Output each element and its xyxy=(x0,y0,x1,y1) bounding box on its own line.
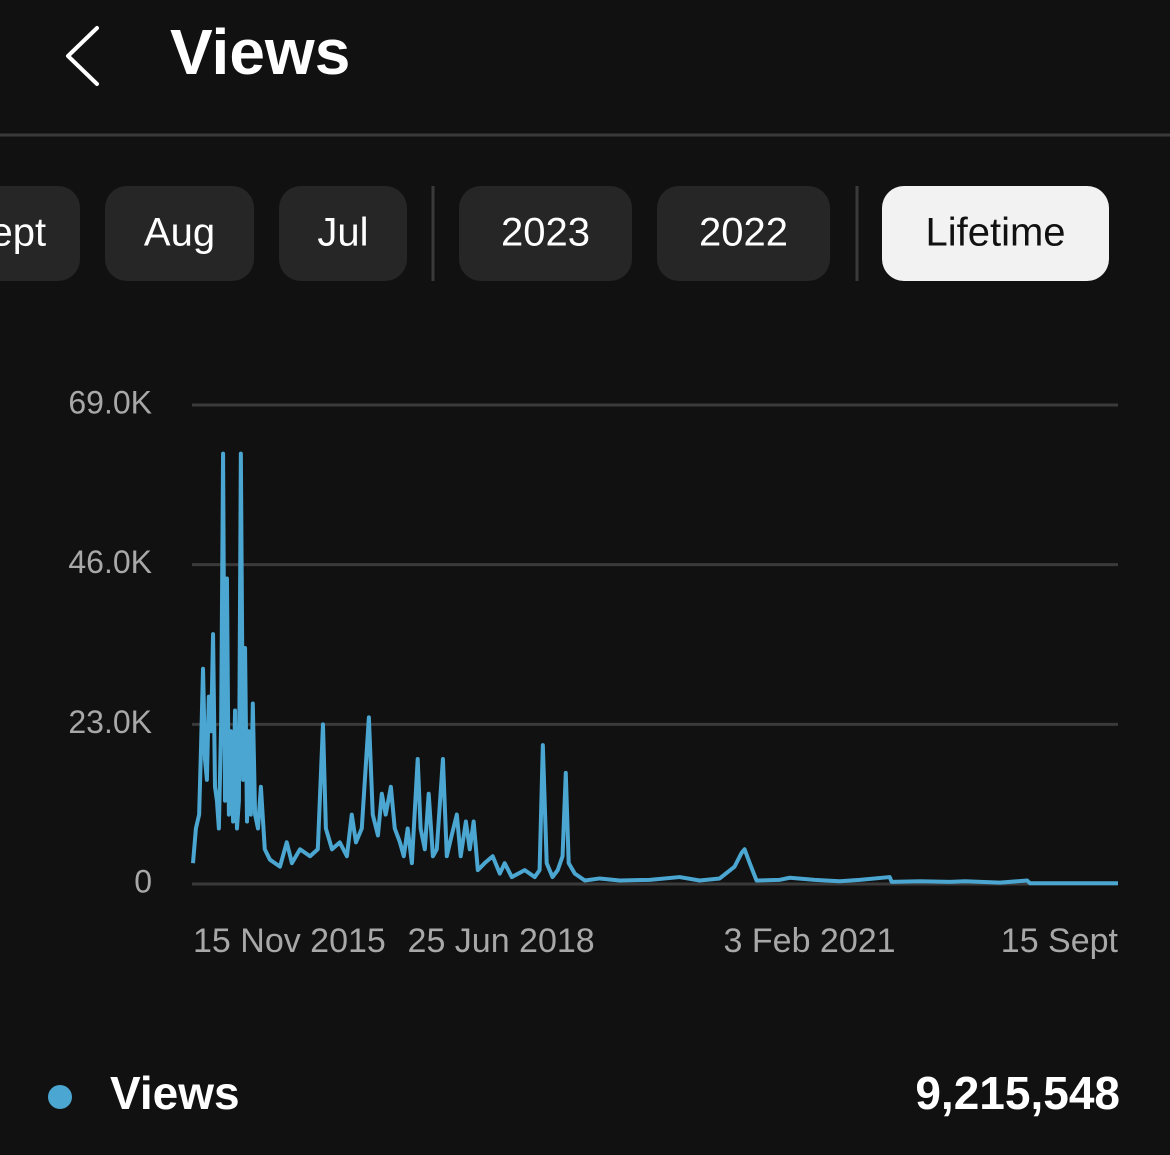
tab-background xyxy=(0,186,80,281)
tab[interactable]: Aug xyxy=(105,186,254,281)
x-tick-label: 15 Sept xyxy=(1001,922,1119,960)
views-line xyxy=(191,451,1118,886)
tab-label: Jul xyxy=(317,211,368,255)
tab-label: Sept xyxy=(0,211,46,255)
x-tick-label: 15 Nov 2015 xyxy=(193,922,386,960)
tab-label: Aug xyxy=(144,211,215,255)
x-tick-label: 3 Feb 2021 xyxy=(724,922,896,960)
tab-label: Lifetime xyxy=(925,211,1065,255)
tab-background xyxy=(279,186,407,281)
tab-background xyxy=(657,186,830,281)
y-tick-label: 46.0K xyxy=(68,544,152,580)
tab[interactable]: 2023 xyxy=(459,186,632,281)
tab[interactable]: 2022 xyxy=(657,186,830,281)
tab[interactable]: Sept xyxy=(0,186,80,281)
legend-label: Views xyxy=(110,1067,240,1119)
tab-label: 2022 xyxy=(699,211,788,255)
tab[interactable]: Lifetime xyxy=(882,186,1109,281)
total-views: 9,215,548 xyxy=(915,1067,1120,1119)
x-tick-label: 25 Jun 2018 xyxy=(408,922,595,960)
tab-background xyxy=(459,186,632,281)
back-button[interactable] xyxy=(66,26,99,86)
tab-background xyxy=(882,186,1109,281)
chart: 0 23.0K 46.0K 69.0K 15 Nov 2015 25 Jun 2018 3 … xyxy=(68,384,1118,960)
y-tick-label: 0 xyxy=(134,863,152,899)
y-tick-label: 69.0K xyxy=(68,384,152,420)
tab[interactable]: Jul xyxy=(279,186,407,281)
page-title: Views xyxy=(170,16,350,88)
y-tick-label: 23.0K xyxy=(68,704,152,740)
tab-background xyxy=(105,186,254,281)
tab-bar: Sept Aug Jul 2023 2022 Lifetime xyxy=(0,186,1109,281)
legend-marker xyxy=(48,1085,72,1109)
tab-label: 2023 xyxy=(501,211,590,255)
